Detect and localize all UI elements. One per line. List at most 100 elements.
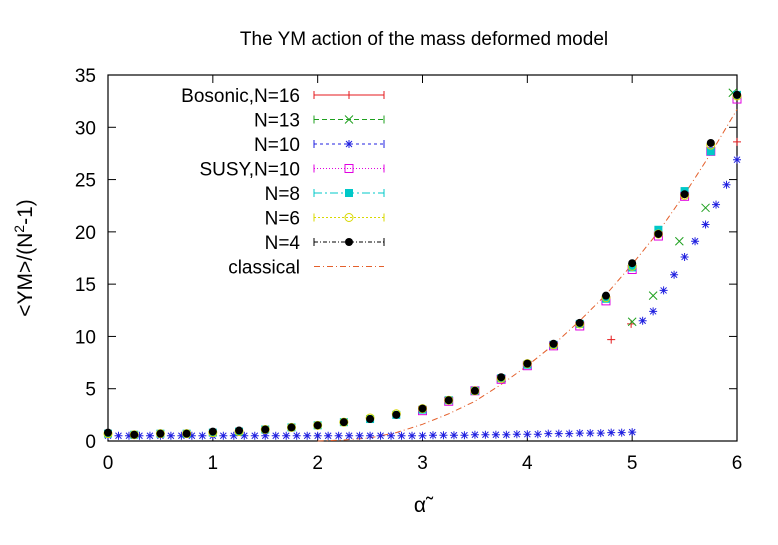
data-point [674,236,684,246]
data-point [439,431,448,440]
data-point [261,431,270,440]
data-point [287,423,296,432]
tick-labels: 0 1 2 3 4 5 6 0 5 10 15 20 25 30 35 [75,66,742,474]
data-point [628,259,637,268]
data-point [460,431,469,440]
data-point [124,431,133,440]
legend-label: N=8 [265,184,300,205]
classical-curve [317,109,738,442]
data-point [392,410,401,419]
data-point [324,431,333,440]
data-point [680,190,689,199]
data-point [470,386,479,395]
data-point [601,291,610,300]
data-point [706,147,715,156]
data-point [481,430,490,439]
legend-marker [345,238,353,246]
data-point [670,270,679,279]
data-point [418,404,427,413]
data-point [544,429,553,438]
data-point [733,90,741,99]
y-tick-label: 10 [75,327,96,348]
y-tick-label: 30 [75,118,96,139]
legend-marker [344,213,354,222]
x-tick-label: 2 [312,453,323,474]
legend-marker [344,164,354,173]
data-point [638,316,647,325]
data-point [114,431,123,440]
data-point [554,429,563,438]
data-point [397,431,406,440]
data-point [130,430,139,439]
data-point [628,428,637,437]
legend-item: N=8 [265,184,385,205]
data-point [706,138,715,147]
data-point [649,307,658,316]
data-point [701,203,710,213]
legend-label: N=13 [254,111,300,132]
data-point [680,252,689,261]
series-n-10 [104,155,741,440]
data-point [533,430,542,439]
series-n-6 [103,91,742,440]
y-tick-label: 25 [75,171,96,192]
x-tick-label: 3 [417,453,428,474]
data-point [303,431,312,440]
data-point [502,430,511,439]
data-point [334,431,343,440]
legend-item: N=4 [265,233,385,254]
data-point [722,180,731,189]
series-bosonic-n-16 [607,137,741,344]
data-point [733,155,741,164]
legend-item: N=6 [265,209,385,230]
data-point [345,431,354,440]
data-point [339,418,348,427]
data-point [250,431,259,440]
data-point [659,286,668,295]
plot-area [103,88,742,442]
data-point [733,137,741,146]
x-tick-label: 0 [103,453,114,474]
legend-item: SUSY,N=10 [199,160,385,181]
data-point [628,263,637,272]
plot-border [107,74,738,442]
data-point [240,431,249,440]
data-point [512,430,521,439]
x-tick-label: 4 [522,453,533,474]
data-point [712,200,721,209]
data-point [145,431,154,440]
data-point [182,429,191,438]
data-point [428,431,437,440]
y-axis-title-main: <YM>/(N [14,233,37,317]
legend-label: SUSY,N=10 [199,160,300,181]
legend-item: N=13 [254,111,385,132]
data-point [292,431,301,440]
data-point [313,431,322,440]
x-tick-label: 6 [732,453,743,474]
y-axis-title-sup: 2 [11,225,27,233]
data-point [607,428,616,437]
data-point [449,431,458,440]
data-point [271,431,280,440]
series-n-4 [104,90,741,439]
data-point [470,430,479,439]
y-tick-label: 0 [85,432,96,453]
data-point [575,429,584,438]
chart-title: The YM action of the mass deformed model [240,29,608,50]
x-tick-label: 5 [627,453,638,474]
data-point [418,431,427,440]
series-susy-n-10 [418,94,742,416]
data-point [607,335,616,344]
plot-frame [107,74,738,442]
data-point [617,428,626,437]
data-point [523,430,532,439]
series-n-8 [104,90,741,439]
data-point [627,317,637,327]
data-point [219,431,228,440]
legend-marker [345,91,353,99]
x-tick-label: 1 [208,453,219,474]
y-axis-title: <YM>/(N2-1) [11,199,37,317]
legend-label: N=10 [254,135,300,156]
data-point [229,431,238,440]
data-point [444,396,453,405]
